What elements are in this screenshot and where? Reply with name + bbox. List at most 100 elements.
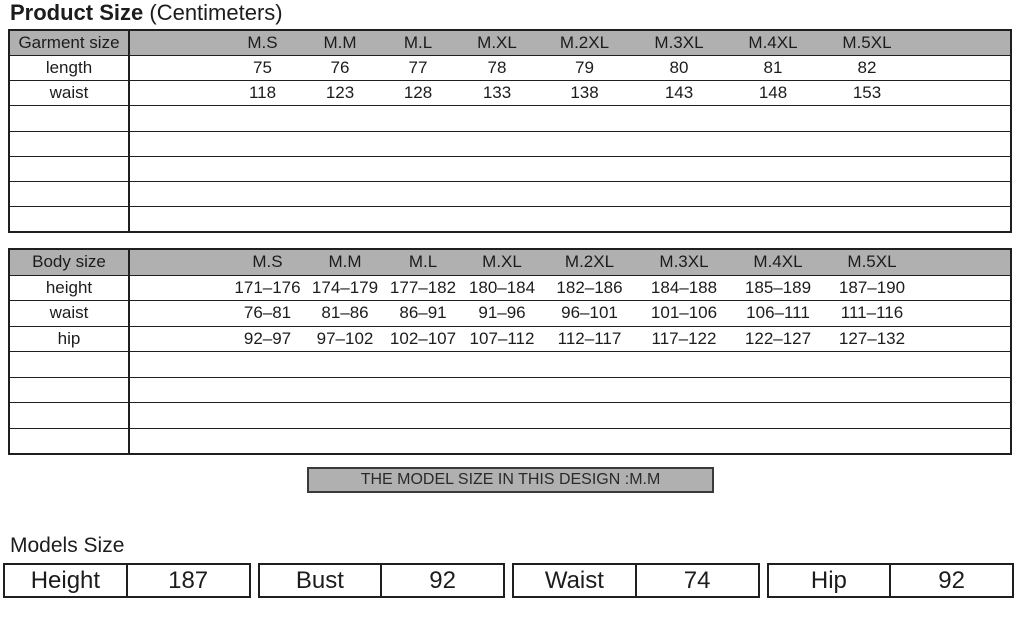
row-values: 171–176 174–179 177–182 180–184 182–186 … xyxy=(130,276,1010,301)
size-value-cell: 138 xyxy=(570,83,599,103)
page-title-main: Product Size xyxy=(10,0,144,25)
empty-row xyxy=(10,352,1010,378)
body-waist-row: waist 76–81 81–86 86–91 91–96 96–101 101… xyxy=(10,301,1010,327)
size-value-cell: 187–190 xyxy=(838,277,906,297)
empty-row xyxy=(10,131,1010,157)
size-value-cell: 79 xyxy=(575,58,594,78)
size-value-cell: 180–184 xyxy=(468,277,536,297)
empty-label-cell xyxy=(10,181,130,206)
garment-table-size-headers: M.S M.M M.L M.XL M.2XL M.3XL M.4XL M.5XL xyxy=(130,31,1010,55)
stat-value: 92 xyxy=(429,566,456,594)
empty-label-cell xyxy=(10,352,130,377)
empty-row xyxy=(10,156,1010,182)
size-value-cell: 111–116 xyxy=(840,303,904,323)
row-values: 75 76 77 78 79 80 81 82 xyxy=(130,56,1010,80)
size-col-header: M.S xyxy=(247,33,278,53)
body-size-table: Body size M.S M.M M.L M.XL M.2XL M.3XL M… xyxy=(8,248,1012,455)
empty-label-cell xyxy=(10,206,130,231)
size-value-cell: 106–111 xyxy=(746,303,810,323)
body-hip-row: hip 92–97 97–102 102–107 107–112 112–117… xyxy=(10,326,1010,352)
size-col-header: M.5XL xyxy=(842,33,892,53)
garment-length-row: length 75 76 77 78 79 80 81 82 xyxy=(10,56,1010,82)
stat-label: Waist xyxy=(514,565,637,596)
size-value-cell: 92–97 xyxy=(243,328,292,348)
size-col-header: M.5XL xyxy=(847,252,897,272)
size-value-cell: 133 xyxy=(482,83,512,103)
models-size-row: Height 187 Bust 92 Waist 74 Hip 92 xyxy=(3,563,1014,598)
empty-label-cell xyxy=(10,377,130,402)
size-value-cell: 101–106 xyxy=(650,303,718,323)
model-size-banner: THE MODEL SIZE IN THIS DESIGN :M.M xyxy=(307,467,714,493)
size-value-cell: 81–86 xyxy=(321,303,369,323)
row-values: 92–97 97–102 102–107 107–112 112–117 117… xyxy=(130,327,1010,352)
empty-row xyxy=(10,403,1010,429)
body-table-size-headers: M.S M.M M.L M.XL M.2XL M.3XL M.4XL M.5XL xyxy=(130,250,1010,275)
size-col-header: M.4XL xyxy=(748,33,798,53)
size-value-cell: 182–186 xyxy=(556,277,623,297)
size-value-cell: 143 xyxy=(664,83,694,103)
stat-value: 187 xyxy=(168,566,209,594)
size-value-cell: 153 xyxy=(852,83,882,103)
empty-data-cell xyxy=(130,106,1010,130)
empty-data-cell xyxy=(130,207,1010,231)
size-col-header: M.M xyxy=(323,33,357,53)
size-value-cell: 86–91 xyxy=(399,303,447,323)
row-label: height xyxy=(10,275,130,300)
size-value-cell: 97–102 xyxy=(316,328,374,348)
row-values: 76–81 81–86 86–91 91–96 96–101 101–106 1… xyxy=(130,301,1010,326)
size-value-cell: 96–101 xyxy=(561,303,618,323)
empty-row xyxy=(10,181,1010,207)
garment-waist-row: waist 118 123 128 133 138 143 148 153 xyxy=(10,81,1010,107)
size-col-header: M.M xyxy=(328,252,362,272)
stat-value: 92 xyxy=(938,566,965,594)
size-value-cell: 123 xyxy=(325,83,355,103)
body-table-corner-label: Body size xyxy=(10,250,130,275)
empty-data-cell xyxy=(130,429,1010,454)
size-value-cell: 102–107 xyxy=(389,328,457,348)
size-value-cell: 80 xyxy=(669,58,689,78)
size-col-header: M.S xyxy=(252,252,283,272)
size-value-cell: 118 xyxy=(248,83,277,103)
size-value-cell: 177–182 xyxy=(389,277,457,297)
empty-row xyxy=(10,106,1010,132)
garment-size-table: Garment size M.S M.M M.L M.XL M.2XL M.3X… xyxy=(8,29,1012,233)
size-value-cell: 148 xyxy=(758,83,788,103)
size-col-header: M.3XL xyxy=(654,33,704,53)
empty-data-cell xyxy=(130,378,1010,403)
body-height-row: height 171–176 174–179 177–182 180–184 1… xyxy=(10,275,1010,301)
stat-label: Bust xyxy=(260,565,383,596)
page-title: Product Size (Centimeters) xyxy=(10,0,283,26)
empty-data-cell xyxy=(130,403,1010,428)
models-size-title: Models Size xyxy=(10,534,125,557)
size-col-header: M.3XL xyxy=(659,252,709,272)
size-col-header: M.4XL xyxy=(753,252,803,272)
size-value-cell: 91–96 xyxy=(478,303,526,323)
size-col-header: M.XL xyxy=(477,33,517,53)
row-label: waist xyxy=(10,301,130,326)
garment-table-header-row: Garment size M.S M.M M.L M.XL M.2XL M.3X… xyxy=(10,31,1010,57)
size-col-header: M.2XL xyxy=(559,33,610,53)
model-stat-waist: Waist 74 xyxy=(512,563,760,598)
size-value-cell: 127–132 xyxy=(838,328,906,348)
model-stat-hip: Hip 92 xyxy=(766,563,1014,598)
empty-data-cell xyxy=(130,157,1010,181)
size-value-cell: 107–112 xyxy=(469,328,535,348)
empty-data-cell xyxy=(130,352,1010,377)
size-value-cell: 171–176 xyxy=(234,277,301,297)
empty-label-cell xyxy=(10,106,130,131)
size-col-header: M.2XL xyxy=(564,252,615,272)
empty-label-cell xyxy=(10,403,130,428)
size-value-cell: 75 xyxy=(253,58,272,78)
empty-data-cell xyxy=(130,132,1010,156)
size-col-header: M.L xyxy=(403,33,433,53)
size-value-cell: 76 xyxy=(330,58,350,78)
empty-label-cell xyxy=(10,428,130,453)
size-value-cell: 78 xyxy=(487,58,507,78)
model-stat-bust: Bust 92 xyxy=(257,563,505,598)
row-label: waist xyxy=(10,81,130,106)
size-value-cell: 174–179 xyxy=(311,277,379,297)
size-value-cell: 76–81 xyxy=(243,303,292,323)
size-value-cell: 112–117 xyxy=(557,328,622,348)
empty-data-cell xyxy=(130,182,1010,206)
